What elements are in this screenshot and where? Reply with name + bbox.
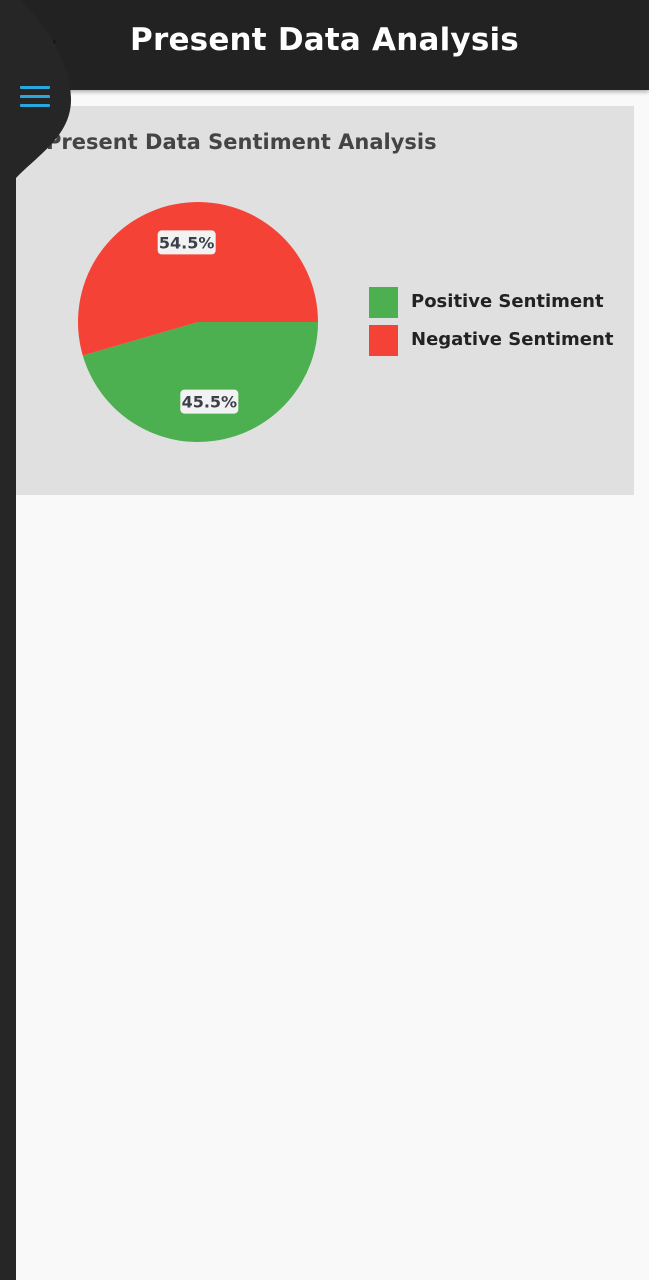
hamburger-menu-icon[interactable] <box>20 86 50 108</box>
legend-label: Positive Sentiment <box>411 291 604 312</box>
pie-slice-negative-sentiment <box>78 202 318 356</box>
legend-swatch <box>369 287 398 318</box>
data-label-positive-sentiment: 45.5% <box>182 393 238 412</box>
sentiment-card: Present Data Sentiment Analysis 45.5% 54.… <box>16 106 634 495</box>
data-label-box <box>180 389 239 414</box>
page-title: Present Data Analysis <box>130 22 519 58</box>
card-title: Present Data Sentiment Analysis <box>46 130 437 154</box>
drawer-edge <box>0 0 16 1280</box>
pie-slice-positive-sentiment <box>82 322 319 443</box>
app-bar: Present Data Analysis <box>0 0 649 90</box>
sentiment-pie-chart: 45.5% 54.5% <box>78 202 319 443</box>
legend-swatch <box>369 325 398 356</box>
drawer-handle[interactable] <box>0 0 72 200</box>
data-label-negative-sentiment: 54.5% <box>159 233 215 252</box>
data-label-box <box>157 230 216 255</box>
legend-label: Negative Sentiment <box>411 329 614 350</box>
